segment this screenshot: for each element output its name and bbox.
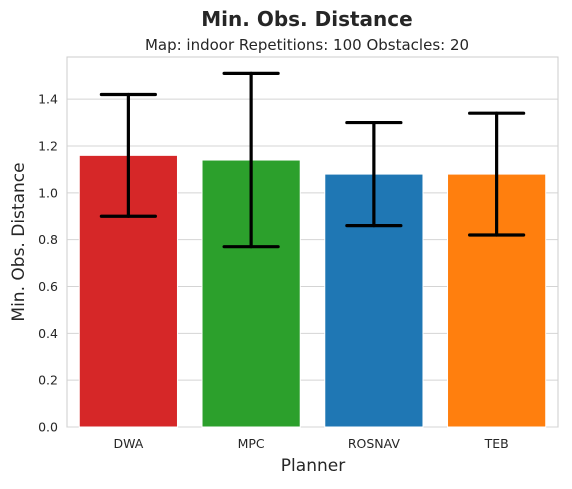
y-tick-label: 1.2 xyxy=(38,138,58,153)
y-tick-label: 1.0 xyxy=(38,185,58,200)
x-tick-label: TEB xyxy=(484,436,509,451)
x-tick-label: DWA xyxy=(113,436,143,451)
error-bar-dwa xyxy=(99,92,157,218)
bar-rosnav xyxy=(324,173,424,428)
y-tick-label: 0.8 xyxy=(38,232,58,247)
chart-title: Min. Obs. Distance xyxy=(201,7,412,31)
error-bar-teb xyxy=(468,111,526,237)
y-axis-label: Min. Obs. Distance xyxy=(9,162,29,321)
error-bars xyxy=(99,71,526,249)
x-tick-label: ROSNAV xyxy=(348,436,401,451)
y-tick-label: 1.4 xyxy=(38,92,58,107)
x-tick-label: MPC xyxy=(238,436,265,451)
y-tick-labels: 0.0 0.2 0.4 0.6 0.8 1.0 1.2 1.4 xyxy=(38,92,58,435)
y-tick-label: 0.4 xyxy=(38,326,58,341)
y-tick-label: 0.6 xyxy=(38,279,58,294)
error-bar-mpc xyxy=(222,71,280,249)
y-tick-label: 0.0 xyxy=(38,420,58,435)
x-axis-label: Planner xyxy=(281,456,345,476)
error-bar-rosnav xyxy=(345,120,403,228)
y-tick-label: 0.2 xyxy=(38,373,58,388)
chart-subtitle: Map: indoor Repetitions: 100 Obstacles: … xyxy=(145,36,469,54)
x-tick-labels: DWA MPC ROSNAV TEB xyxy=(113,436,508,451)
